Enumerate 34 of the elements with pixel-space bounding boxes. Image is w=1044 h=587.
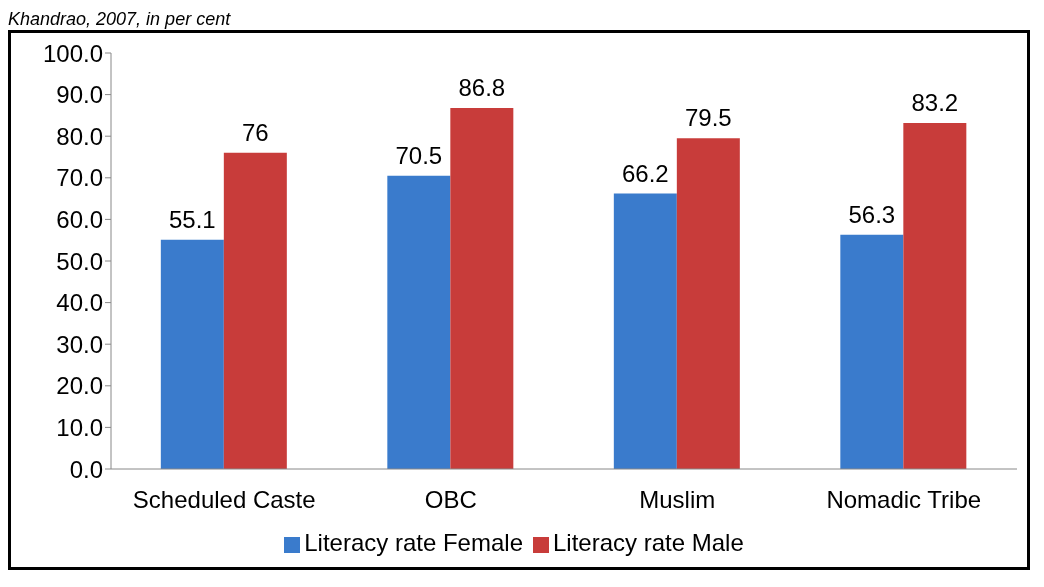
x-tick-label: OBC — [424, 486, 477, 514]
data-label: 76 — [241, 118, 269, 146]
data-label: 86.8 — [458, 73, 506, 101]
y-tick-label: 50.0 — [56, 247, 103, 275]
legend-label: Literacy rate Male — [553, 529, 744, 556]
bar — [613, 193, 677, 469]
y-tick-label: 0.0 — [69, 455, 103, 483]
data-label: 55.1 — [168, 205, 216, 233]
legend-label: Literacy rate Female — [304, 529, 523, 556]
y-tick-label: 60.0 — [56, 205, 103, 233]
data-label: 56.3 — [848, 200, 896, 228]
y-tick-label: 100.0 — [42, 39, 103, 67]
bar — [676, 138, 740, 469]
y-tick-label: 30.0 — [56, 330, 103, 358]
bar — [450, 107, 514, 469]
data-label: 66.2 — [621, 159, 669, 187]
bar — [223, 152, 287, 469]
y-tick-label: 70.0 — [56, 164, 103, 192]
text: Khandrao, 2007, in per cent — [8, 8, 232, 30]
bar — [160, 239, 224, 469]
x-tick-label: Muslim — [639, 486, 716, 514]
y-tick-label: 80.0 — [56, 122, 103, 150]
y-tick-label: 40.0 — [56, 289, 103, 317]
data-label: 79.5 — [684, 104, 732, 132]
y-tick-label: 20.0 — [56, 372, 103, 400]
y-tick-label: 90.0 — [56, 81, 103, 109]
bar — [903, 122, 967, 469]
x-tick-label: Nomadic Tribe — [826, 486, 982, 514]
y-tick-label: 10.0 — [56, 413, 103, 441]
x-tick-label: Scheduled Caste — [132, 486, 316, 514]
data-label: 83.2 — [911, 88, 959, 116]
bar — [840, 234, 904, 469]
bar — [387, 175, 451, 469]
data-label: 70.5 — [395, 141, 443, 169]
